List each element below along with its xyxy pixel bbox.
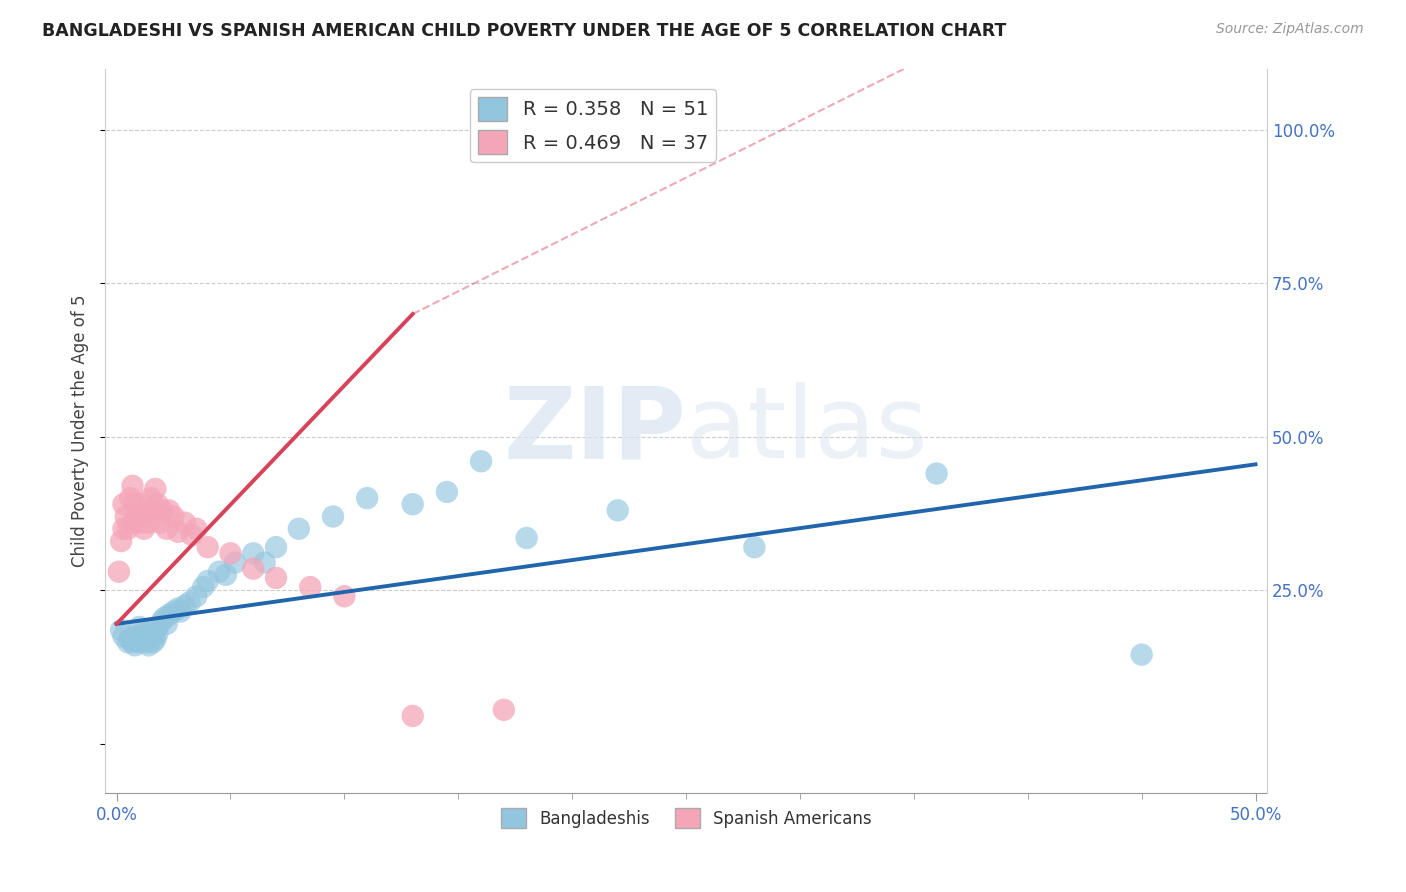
Point (516, 531, 538, 545)
Point (112, 522, 135, 536)
Point (167, 524, 190, 539)
Point (143, 632, 166, 647)
Point (180, 528, 202, 542)
Point (242, 562, 264, 576)
Point (139, 491, 162, 505)
Point (128, 516, 150, 530)
Text: BANGLADESHI VS SPANISH AMERICAN CHILD POVERTY UNDER THE AGE OF 5 CORRELATION CHA: BANGLADESHI VS SPANISH AMERICAN CHILD PO… (42, 22, 1007, 40)
Point (208, 565, 231, 579)
Point (146, 497, 169, 511)
Point (402, 497, 425, 511)
Point (143, 482, 166, 496)
Point (322, 509, 344, 524)
Point (153, 611, 176, 625)
Point (264, 540, 287, 554)
Point (120, 491, 142, 505)
Point (162, 605, 184, 619)
Point (112, 629, 135, 643)
Point (131, 626, 153, 640)
Point (157, 607, 180, 622)
Point (142, 503, 165, 517)
Point (121, 479, 143, 493)
Point (112, 497, 135, 511)
Point (146, 620, 169, 634)
Point (142, 629, 165, 643)
Point (127, 632, 149, 647)
Point (156, 522, 179, 536)
Point (333, 589, 356, 603)
Point (120, 632, 142, 647)
Point (121, 516, 143, 530)
Point (124, 639, 146, 653)
Point (132, 522, 155, 536)
Point (128, 635, 150, 649)
Point (174, 599, 197, 613)
Point (146, 626, 169, 640)
Point (224, 556, 246, 570)
Point (436, 485, 458, 500)
Point (142, 635, 165, 649)
Point (606, 503, 628, 517)
Point (139, 629, 162, 643)
Point (162, 509, 184, 524)
Point (150, 614, 173, 628)
Point (149, 516, 172, 530)
Point (197, 574, 219, 588)
Point (117, 635, 139, 649)
Text: Source: ZipAtlas.com: Source: ZipAtlas.com (1216, 22, 1364, 37)
Point (157, 503, 180, 517)
Point (131, 497, 153, 511)
Point (288, 522, 311, 536)
Point (124, 629, 146, 643)
Y-axis label: Child Poverty Under the Age of 5: Child Poverty Under the Age of 5 (72, 294, 89, 566)
Point (174, 516, 197, 530)
Point (167, 601, 190, 615)
Point (191, 580, 214, 594)
Point (139, 623, 162, 637)
Point (264, 571, 287, 585)
Point (117, 522, 139, 536)
Point (470, 454, 492, 468)
Point (925, 467, 948, 481)
Point (215, 567, 238, 582)
Point (110, 534, 132, 549)
Point (197, 540, 219, 554)
Point (110, 623, 132, 637)
Point (135, 503, 157, 517)
Point (492, 703, 515, 717)
Point (219, 546, 242, 560)
Legend: Bangladeshis, Spanish Americans: Bangladeshis, Spanish Americans (494, 801, 879, 835)
Text: ZIP: ZIP (503, 382, 686, 479)
Point (138, 639, 160, 653)
Point (108, 565, 131, 579)
Point (132, 629, 155, 643)
Point (1130, 648, 1153, 662)
Point (169, 605, 191, 619)
Point (121, 635, 143, 649)
Point (124, 497, 146, 511)
Point (186, 589, 208, 603)
Point (128, 620, 150, 634)
Point (402, 709, 425, 723)
Point (179, 595, 201, 609)
Point (131, 629, 153, 643)
Point (150, 503, 173, 517)
Point (114, 509, 136, 524)
Text: atlas: atlas (686, 382, 928, 479)
Point (156, 616, 179, 631)
Point (127, 509, 149, 524)
Point (135, 635, 157, 649)
Point (138, 516, 160, 530)
Point (356, 491, 378, 505)
Point (744, 540, 766, 554)
Point (186, 522, 208, 536)
Point (242, 546, 264, 560)
Point (299, 580, 322, 594)
Point (253, 556, 276, 570)
